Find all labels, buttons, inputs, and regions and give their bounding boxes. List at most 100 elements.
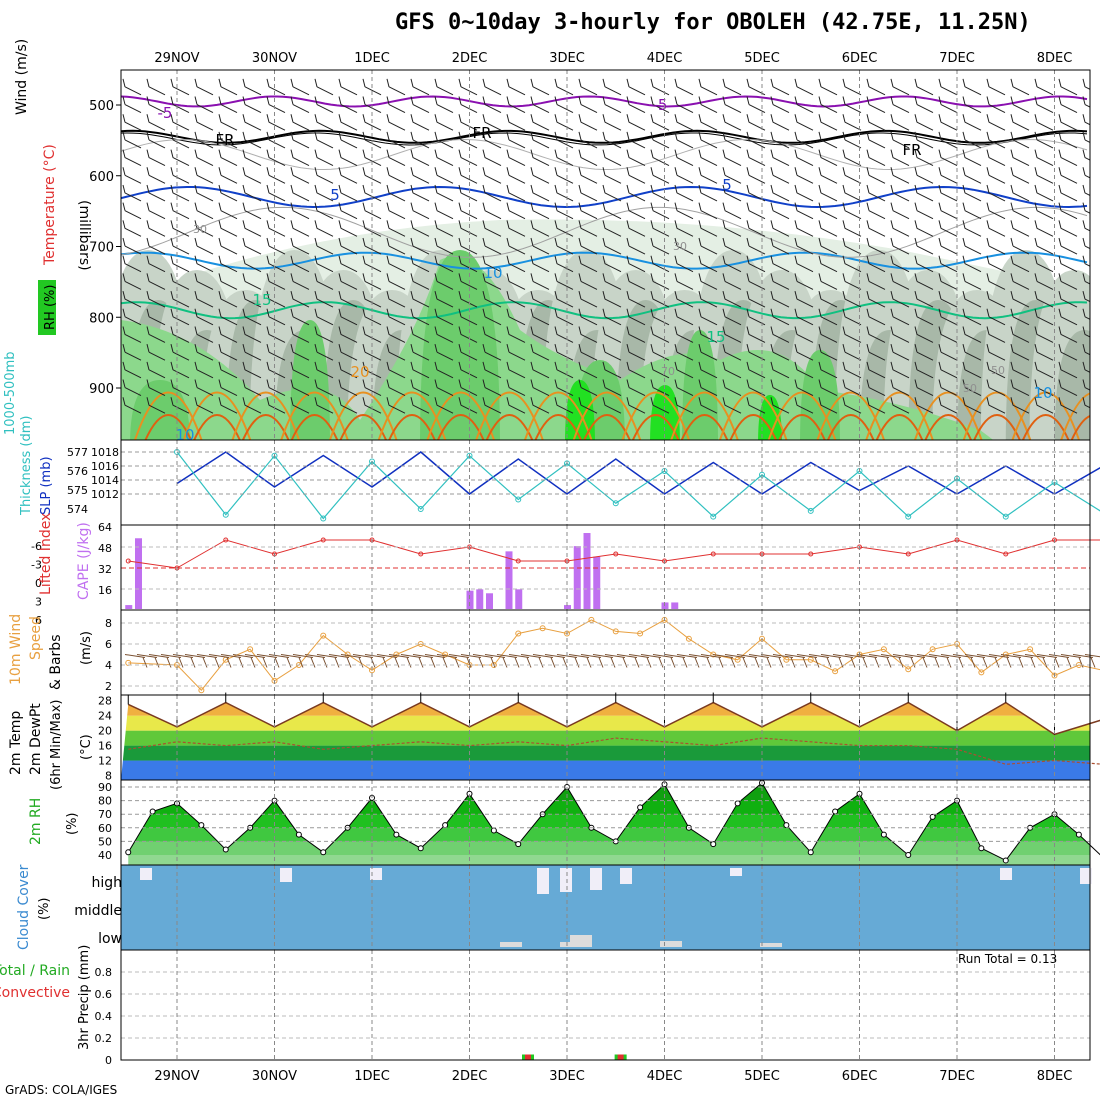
wind-barb xyxy=(674,184,694,202)
wind-barb xyxy=(914,131,934,149)
wind-barb xyxy=(890,326,910,343)
wind-barb xyxy=(866,202,886,220)
wind-barb xyxy=(818,149,838,167)
wind-barb xyxy=(218,78,238,96)
rh-fill xyxy=(128,782,1090,865)
lifted-index-point xyxy=(418,551,424,557)
wind-barb xyxy=(1058,290,1078,308)
cape-bar xyxy=(564,605,571,609)
wind-barb xyxy=(506,114,526,131)
wind-barb xyxy=(362,149,382,167)
wind-barb-10m xyxy=(784,654,808,668)
wind-barb xyxy=(938,308,958,326)
wind-barb-10m xyxy=(1000,654,1024,668)
wind-barb xyxy=(626,379,646,396)
wind-barb xyxy=(842,361,862,379)
wind-barb xyxy=(794,184,814,202)
temp-tick-label: 16 xyxy=(98,740,112,753)
rh-point xyxy=(149,808,156,815)
thickness-tick-label: 575 xyxy=(67,484,88,497)
wind-barb xyxy=(122,131,142,149)
panel-frame-precip xyxy=(120,949,1091,1061)
rh-point xyxy=(978,845,985,852)
wind-barb xyxy=(914,344,934,361)
wind-barb xyxy=(698,255,718,273)
pressure-tick-label: 900 xyxy=(89,382,114,397)
wind-barb xyxy=(722,397,742,414)
thickness-point xyxy=(905,513,912,520)
wind-barb-10m xyxy=(844,654,868,668)
wind-barb xyxy=(842,149,862,167)
wind-barb xyxy=(962,326,982,343)
thickness-point xyxy=(612,500,619,507)
wind-barb xyxy=(482,114,502,131)
wind-barb xyxy=(890,379,910,396)
wind-barb xyxy=(674,326,694,343)
wind-barb xyxy=(122,326,142,343)
wind-barb xyxy=(578,184,598,202)
isotherm-25 xyxy=(631,414,680,440)
wind-barb-10m xyxy=(400,654,424,668)
wind-barb xyxy=(914,202,934,220)
isotherm-25 xyxy=(583,414,631,440)
wind-barb xyxy=(746,397,766,414)
wind-barb xyxy=(578,78,598,96)
isotherm-25 xyxy=(729,414,778,440)
wind-barb xyxy=(434,397,454,414)
wind-barb xyxy=(698,237,718,255)
wind-barb xyxy=(434,220,454,237)
wind-barb xyxy=(770,149,790,167)
wind-barb xyxy=(266,308,286,326)
wind-barb xyxy=(986,255,1006,273)
wind-barb xyxy=(914,237,934,255)
wind-barb xyxy=(914,397,934,414)
wind-barb xyxy=(674,290,694,308)
wind-barb-10m xyxy=(328,654,352,668)
wind-barb xyxy=(938,78,958,96)
isotherm-20 xyxy=(280,391,349,440)
contour-label: FR xyxy=(902,141,921,159)
wind10-unit: (m/s) xyxy=(79,631,94,665)
wind-barb xyxy=(866,184,886,202)
wind-barb xyxy=(194,237,214,255)
thickness-point xyxy=(222,511,229,518)
wind-barb xyxy=(770,308,790,326)
lifted-index-line xyxy=(128,539,1100,569)
wind-barb xyxy=(746,361,766,379)
wind-barb xyxy=(746,167,766,184)
wind-speed-point xyxy=(734,656,741,663)
contour-label: -5 xyxy=(653,96,668,114)
wind-barb xyxy=(386,220,406,237)
wind-barb xyxy=(1082,344,1090,356)
wind-barb xyxy=(842,255,862,273)
wind-barb xyxy=(1082,326,1090,338)
wind-speed-point xyxy=(905,666,912,673)
wind-barb xyxy=(170,379,190,396)
wind-barb xyxy=(146,149,166,167)
wind-barb xyxy=(530,308,550,326)
wind-barb xyxy=(938,202,958,220)
wind-barb-10m xyxy=(640,654,664,668)
wind-barb-10m xyxy=(136,654,160,668)
wind-barb xyxy=(386,255,406,273)
temp-tick-label: 28 xyxy=(98,695,112,708)
wind-barb xyxy=(218,308,238,326)
upper-plot xyxy=(121,78,1090,440)
wind-barb xyxy=(506,184,526,202)
cape-tick-label: 64 xyxy=(98,521,112,534)
dewpoint-line xyxy=(128,737,1100,765)
wind-barb-10m xyxy=(760,654,784,668)
wind-barb xyxy=(938,344,958,361)
wind-barb-10m xyxy=(1060,654,1084,668)
temp-band xyxy=(121,745,1090,761)
isotherm-20 xyxy=(670,391,739,440)
wind-barb-10m xyxy=(856,654,880,668)
wind-barb xyxy=(338,344,358,361)
wind-barb xyxy=(986,202,1006,220)
precip-convective-bar xyxy=(525,1054,531,1060)
wind-barb xyxy=(722,202,742,220)
wind-barb xyxy=(218,361,238,379)
wind-barb xyxy=(650,220,670,237)
wind-barb xyxy=(314,397,334,414)
date-label-bottom: 3DEC xyxy=(549,1069,585,1084)
